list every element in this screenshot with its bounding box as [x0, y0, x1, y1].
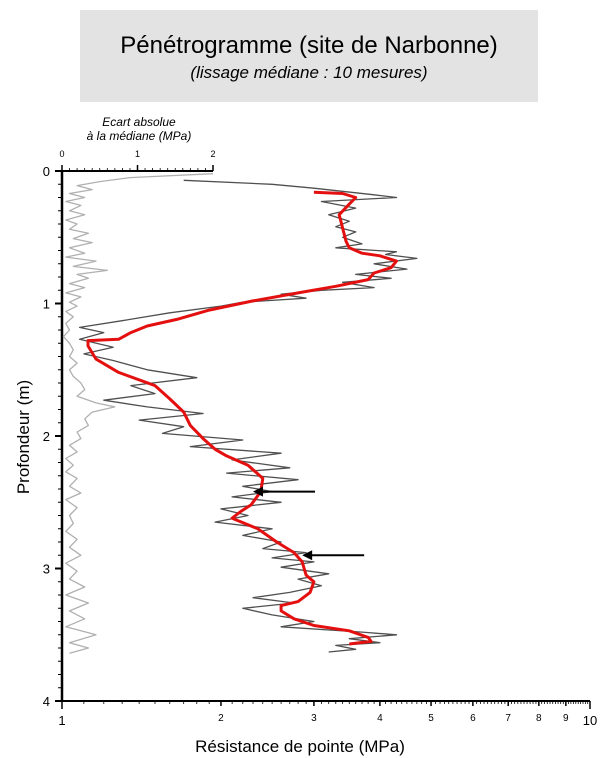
- y-tick-label: 2: [43, 429, 50, 444]
- x-axis-label: Résistance de pointe (MPa): [195, 737, 405, 756]
- top-axis-label-line2: à la médiane (MPa): [87, 129, 192, 143]
- top-axis-label-line1: Ecart absolue: [102, 115, 176, 129]
- title-box: Pénétrogramme (site de Narbonne) (lissag…: [80, 10, 538, 102]
- x-tick-label: 10: [583, 713, 597, 728]
- median-series-line: [86, 190, 398, 646]
- x-tick-label: 5: [428, 713, 434, 724]
- y-axis-label: Profondeur (m): [14, 380, 33, 494]
- deviation-series-line: [62, 173, 214, 654]
- x-tick-label: 7: [505, 713, 511, 724]
- x-tick-label: 2: [218, 713, 224, 724]
- x-tick-label: 6: [470, 713, 476, 724]
- x-tick-label: 1: [58, 713, 65, 728]
- top-axis-tick-label: 1: [135, 149, 140, 159]
- arrow-head-1: [252, 486, 263, 497]
- x-tick-label: 3: [311, 713, 317, 724]
- y-tick-label: 0: [43, 164, 50, 179]
- top-axis-tick-label: 2: [210, 149, 215, 159]
- y-tick-label: 1: [43, 297, 50, 312]
- x-tick-label: 9: [563, 713, 569, 724]
- x-tick-label: 4: [377, 713, 383, 724]
- y-tick-label: 4: [43, 694, 50, 709]
- chart-title: Pénétrogramme (site de Narbonne): [120, 32, 498, 59]
- top-axis-tick-label: 0: [59, 149, 64, 159]
- x-tick-label: 8: [536, 713, 542, 724]
- y-tick-label: 3: [43, 562, 50, 577]
- raw-series-line: [78, 179, 418, 653]
- arrow-head-2: [302, 550, 313, 561]
- chart-subtitle: (lissage médiane : 10 mesures): [190, 63, 428, 82]
